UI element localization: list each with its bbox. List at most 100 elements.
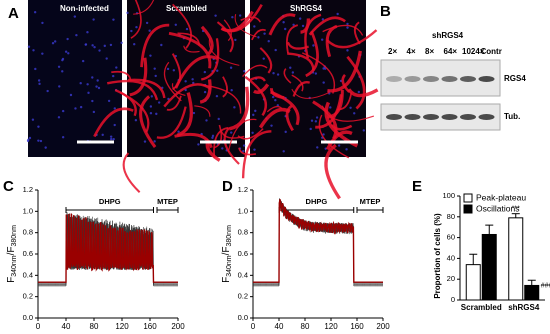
nucleus xyxy=(91,76,94,79)
significance: ### xyxy=(541,282,550,289)
y-tick-label: 100 xyxy=(442,191,455,200)
nucleus xyxy=(197,143,200,146)
nucleus xyxy=(66,37,69,41)
x-tick-label: Scrambled xyxy=(461,303,502,312)
nucleus xyxy=(252,113,255,117)
nucleus xyxy=(345,148,348,151)
x-tick-label: 160 xyxy=(143,322,157,331)
nucleus xyxy=(314,72,318,75)
nucleus xyxy=(251,131,254,134)
y-tick-label: 20 xyxy=(447,274,455,283)
fiber xyxy=(119,91,150,133)
nucleus xyxy=(272,72,275,75)
lane-label: 2× xyxy=(388,47,397,56)
fiber xyxy=(315,94,343,129)
nucleus xyxy=(203,70,207,74)
nucleus xyxy=(31,118,35,121)
nucleus xyxy=(254,109,257,113)
nucleus xyxy=(110,137,113,141)
x-tick-label: 0 xyxy=(251,322,256,331)
nucleus xyxy=(69,93,73,97)
x-tick-label: 120 xyxy=(115,322,129,331)
nucleus xyxy=(282,150,285,153)
fiber xyxy=(128,78,166,99)
fiber xyxy=(285,104,294,132)
fiber xyxy=(285,24,299,54)
y-tick-label: 1.0 xyxy=(238,206,248,215)
bar xyxy=(524,284,540,301)
fiber xyxy=(213,127,229,159)
legend-label: Peak-plateau xyxy=(476,192,526,202)
fiber xyxy=(130,0,142,39)
nucleus xyxy=(184,80,187,83)
nucleus xyxy=(154,74,157,78)
band xyxy=(423,114,439,120)
nucleus xyxy=(97,86,101,90)
nucleus xyxy=(38,82,41,86)
nucleus xyxy=(86,83,89,86)
nucleus xyxy=(362,129,365,132)
nucleus xyxy=(184,88,187,92)
trace xyxy=(38,213,178,283)
fiber xyxy=(171,83,186,97)
x-tick-label: 160 xyxy=(350,322,364,331)
fiber xyxy=(325,130,353,151)
y-label-part: /F xyxy=(6,247,17,256)
nucleus xyxy=(216,69,219,72)
fiber xyxy=(240,16,262,23)
stim-label: MTEP xyxy=(157,197,178,206)
y-label-part: F xyxy=(221,277,232,283)
blot-title: shRGS4 xyxy=(432,31,464,40)
lane-label: Contr xyxy=(481,47,502,56)
bar xyxy=(508,217,524,301)
y-label-part: 340nm xyxy=(11,255,18,277)
nucleus xyxy=(87,91,90,95)
nucleus xyxy=(91,44,94,47)
trace xyxy=(253,200,383,284)
x-tick-label: 200 xyxy=(376,322,390,331)
fiber xyxy=(222,76,228,98)
fiber xyxy=(244,75,268,117)
nucleus xyxy=(309,127,312,131)
fiber xyxy=(248,76,266,82)
y-label-part: /F xyxy=(221,247,232,256)
nucleus xyxy=(58,85,61,88)
legend-swatch xyxy=(463,193,473,203)
nucleus xyxy=(289,66,292,69)
nucleus xyxy=(98,49,101,52)
nucleus xyxy=(346,49,349,52)
nucleus xyxy=(112,18,115,21)
nucleus xyxy=(61,70,64,73)
image-label: ShRGS4 xyxy=(290,4,323,13)
x-tick-label: 80 xyxy=(301,322,310,331)
y-tick-label: 60 xyxy=(447,233,455,242)
nucleus xyxy=(357,90,361,94)
trace xyxy=(253,197,383,287)
nucleus xyxy=(32,49,35,52)
fiber xyxy=(200,38,220,81)
nucleus xyxy=(270,124,273,127)
y-tick-label: 0.4 xyxy=(238,270,248,279)
fiber xyxy=(166,95,182,111)
nucleus xyxy=(96,79,99,82)
nucleus xyxy=(298,17,302,20)
nucleus xyxy=(61,58,64,62)
fiber xyxy=(251,28,267,41)
fiber xyxy=(322,24,364,36)
fiber xyxy=(176,92,193,137)
nucleus xyxy=(155,112,158,116)
nucleus xyxy=(57,65,61,69)
x-tick-label: 40 xyxy=(62,322,71,331)
y-tick-label: 40 xyxy=(447,253,455,262)
panel-label: D xyxy=(222,178,233,195)
fiber xyxy=(292,81,311,97)
nucleus xyxy=(115,66,118,69)
nucleus xyxy=(109,43,113,47)
fiber xyxy=(259,47,273,74)
nucleus xyxy=(257,36,260,39)
nucleus xyxy=(229,66,233,69)
nucleus xyxy=(113,107,116,110)
fiber xyxy=(283,68,292,84)
lane-label: 4× xyxy=(407,47,416,56)
